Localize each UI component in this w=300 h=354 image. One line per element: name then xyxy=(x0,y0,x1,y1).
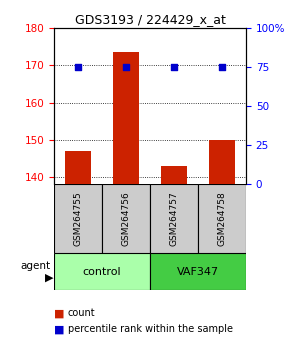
Text: GSM264755: GSM264755 xyxy=(74,191,82,246)
Text: ■: ■ xyxy=(54,324,64,334)
FancyBboxPatch shape xyxy=(54,184,102,253)
Text: percentile rank within the sample: percentile rank within the sample xyxy=(68,324,232,334)
Text: ▶: ▶ xyxy=(44,272,53,282)
Point xyxy=(172,64,176,70)
Text: count: count xyxy=(68,308,95,318)
Text: agent: agent xyxy=(20,261,50,271)
Title: GDS3193 / 224429_x_at: GDS3193 / 224429_x_at xyxy=(75,13,225,26)
Bar xyxy=(65,151,91,184)
FancyBboxPatch shape xyxy=(198,184,246,253)
FancyBboxPatch shape xyxy=(150,184,198,253)
Text: GSM264757: GSM264757 xyxy=(169,191,178,246)
Text: VAF347: VAF347 xyxy=(177,267,219,276)
Text: ■: ■ xyxy=(54,308,64,318)
Point xyxy=(76,64,80,70)
Text: GSM264756: GSM264756 xyxy=(122,191,130,246)
Bar xyxy=(209,140,235,184)
Point xyxy=(220,64,224,70)
Bar xyxy=(113,52,139,184)
Text: control: control xyxy=(83,267,121,276)
FancyBboxPatch shape xyxy=(150,253,246,290)
FancyBboxPatch shape xyxy=(102,184,150,253)
Bar xyxy=(161,166,187,184)
Point xyxy=(124,64,128,70)
FancyBboxPatch shape xyxy=(54,253,150,290)
Text: GSM264758: GSM264758 xyxy=(218,191,226,246)
